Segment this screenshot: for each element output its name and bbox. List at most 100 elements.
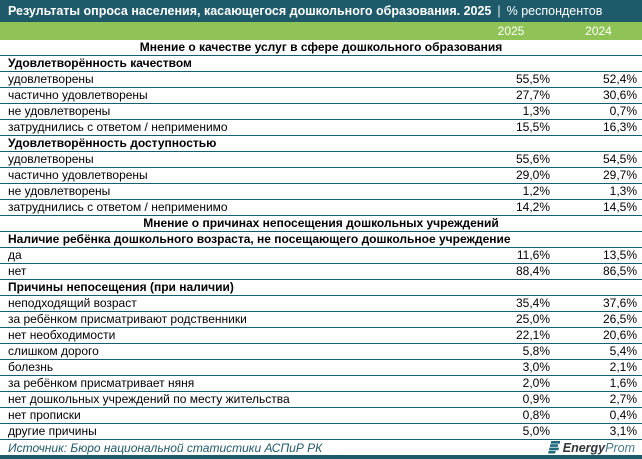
bottom-accent-bar (0, 455, 642, 459)
table-row: болезнь 3,0% 2,1% (0, 360, 642, 376)
value-2024: 13,5% (602, 248, 637, 262)
row-label: неподходящий возраст (8, 296, 137, 310)
row-label: частично удовлетворены (8, 88, 148, 102)
table-section-header-row: Наличие ребёнка дошкольного возраста, не… (0, 232, 642, 248)
table-row: частично удовлетворены 27,7% 30,6% (0, 88, 642, 104)
value-2025: 29,0% (515, 168, 550, 182)
row-label: Мнение о причинах непосещения дошкольных… (143, 216, 499, 230)
logo-text-prom: Prom (605, 440, 635, 455)
value-2025: 15,5% (515, 120, 550, 134)
table-row: удовлетворены 55,6% 54,5% (0, 152, 642, 168)
row-label: за ребёнком присматривает няня (8, 376, 195, 390)
value-2025: 5,8% (522, 344, 550, 358)
row-label: частично удовлетворены (8, 168, 148, 182)
value-2024: 0,7% (609, 104, 637, 118)
value-2024: 3,1% (609, 424, 637, 438)
title-unit-label: % респондентов (506, 4, 603, 18)
row-label: за ребёнком присматривают родственники (8, 312, 247, 326)
row-label: Удовлетворённость качеством (8, 56, 192, 70)
value-2024: 1,3% (609, 184, 637, 198)
value-2025: 35,4% (515, 296, 550, 310)
table-section-header-row: Причины непосещения (при наличии) (0, 280, 642, 296)
energyprom-logo: EnergyProm (545, 441, 635, 455)
table-row: затруднились с ответом / неприменимо 14,2… (0, 200, 642, 216)
table-body: Мнение о качестве услуг в сфере дошкольн… (0, 40, 642, 440)
source-note: Источник: Бюро национальной статистики А… (8, 440, 323, 455)
value-2025: 27,7% (515, 88, 550, 102)
value-2024: 30,6% (602, 88, 637, 102)
row-label: слишком дорого (8, 344, 99, 358)
value-2025: 0,8% (522, 408, 550, 422)
page-title: Результаты опроса населения, касающегося… (8, 4, 492, 18)
table-row: нет дошкольных учреждений по месту жител… (0, 392, 642, 408)
value-2025: 14,2% (515, 200, 550, 214)
footer: Источник: Бюро национальной статистики А… (0, 440, 642, 455)
row-label: Наличие ребёнка дошкольного возраста, не… (8, 232, 511, 246)
row-label: болезнь (8, 360, 54, 374)
value-2025: 22,1% (515, 328, 550, 342)
value-2024: 37,6% (602, 296, 637, 310)
column-header-2025: 2025 (497, 24, 525, 38)
table-row: за ребёнком присматривает няня 2,0% 1,6% (0, 376, 642, 392)
value-2024: 2,7% (609, 392, 637, 406)
table-row: слишком дорого 5,8% 5,4% (0, 344, 642, 360)
row-label: нет дошкольных учреждений по месту жител… (8, 392, 290, 406)
row-label: да (8, 248, 22, 262)
value-2025: 55,5% (515, 72, 550, 86)
table-section-header-row: Удовлетворённость качеством (0, 56, 642, 72)
energyprom-e-icon (547, 441, 560, 454)
table-row: нет 88,4% 86,5% (0, 264, 642, 280)
row-label: нет необходимости (8, 328, 116, 342)
value-2025: 5,0% (522, 424, 550, 438)
row-label: Мнение о качестве услуг в сфере дошкольн… (139, 40, 503, 54)
logo-text-energy: Energy (562, 440, 606, 455)
value-2025: 0,9% (522, 392, 550, 406)
value-2025: 88,4% (515, 264, 550, 278)
value-2024: 26,5% (602, 312, 637, 326)
title-separator: | (497, 4, 501, 18)
row-label: нет (8, 264, 27, 278)
row-label: удовлетворены (8, 152, 94, 166)
row-label: нет прописки (8, 408, 81, 422)
table-row: удовлетворены 55,5% 52,4% (0, 72, 642, 88)
row-label: Причины непосещения (при наличии) (8, 280, 234, 294)
table-row: нет прописки 0,8% 0,4% (0, 408, 642, 424)
logo-text: EnergyProm (563, 441, 635, 455)
value-2024: 20,6% (602, 328, 637, 342)
value-2025: 25,0% (515, 312, 550, 326)
row-label: удовлетворены (8, 72, 94, 86)
value-2024: 2,1% (609, 360, 637, 374)
table-row: нет необходимости 22,1% 20,6% (0, 328, 642, 344)
table-row: другие причины 5,0% 3,1% (0, 424, 642, 440)
row-label: не удовлетворены (8, 184, 111, 198)
value-2025: 3,0% (522, 360, 550, 374)
value-2025: 1,2% (522, 184, 550, 198)
value-2025: 2,0% (522, 376, 550, 390)
value-2024: 5,4% (609, 344, 637, 358)
value-2024: 29,7% (602, 168, 637, 182)
value-2024: 14,5% (602, 200, 637, 214)
row-label: другие причины (8, 424, 97, 438)
row-label: затруднились с ответом / неприменимо (8, 120, 228, 134)
value-2024: 86,5% (602, 264, 637, 278)
row-label: затруднились с ответом / неприменимо (8, 200, 228, 214)
table-row: не удовлетворены 1,3% 0,7% (0, 104, 642, 120)
table-row: да 11,6% 13,5% (0, 248, 642, 264)
table-group-header-row: Мнение о качестве услуг в сфере дошкольн… (0, 40, 642, 56)
table-row: затруднились с ответом / неприменимо 15,5… (0, 120, 642, 136)
column-header-2024: 2024 (585, 24, 612, 38)
row-label: не удовлетворены (8, 104, 111, 118)
table-row: неподходящий возраст 35,4% 37,6% (0, 296, 642, 312)
value-2024: 16,3% (602, 120, 637, 134)
title-bar: Результаты опроса населения, касающегося… (0, 0, 642, 22)
value-2024: 1,6% (609, 376, 637, 390)
table-section-header-row: Удовлетворённость доступностью (0, 136, 642, 152)
value-2024: 54,5% (602, 152, 637, 166)
row-label: Удовлетворённость доступностью (8, 136, 217, 150)
value-2025: 55,6% (515, 152, 550, 166)
table-row: частично удовлетворены 29,0% 29,7% (0, 168, 642, 184)
table-row: не удовлетворены 1,2% 1,3% (0, 184, 642, 200)
value-2025: 1,3% (522, 104, 550, 118)
column-header-row: 2025 2024 (0, 22, 642, 40)
value-2024: 52,4% (602, 72, 637, 86)
